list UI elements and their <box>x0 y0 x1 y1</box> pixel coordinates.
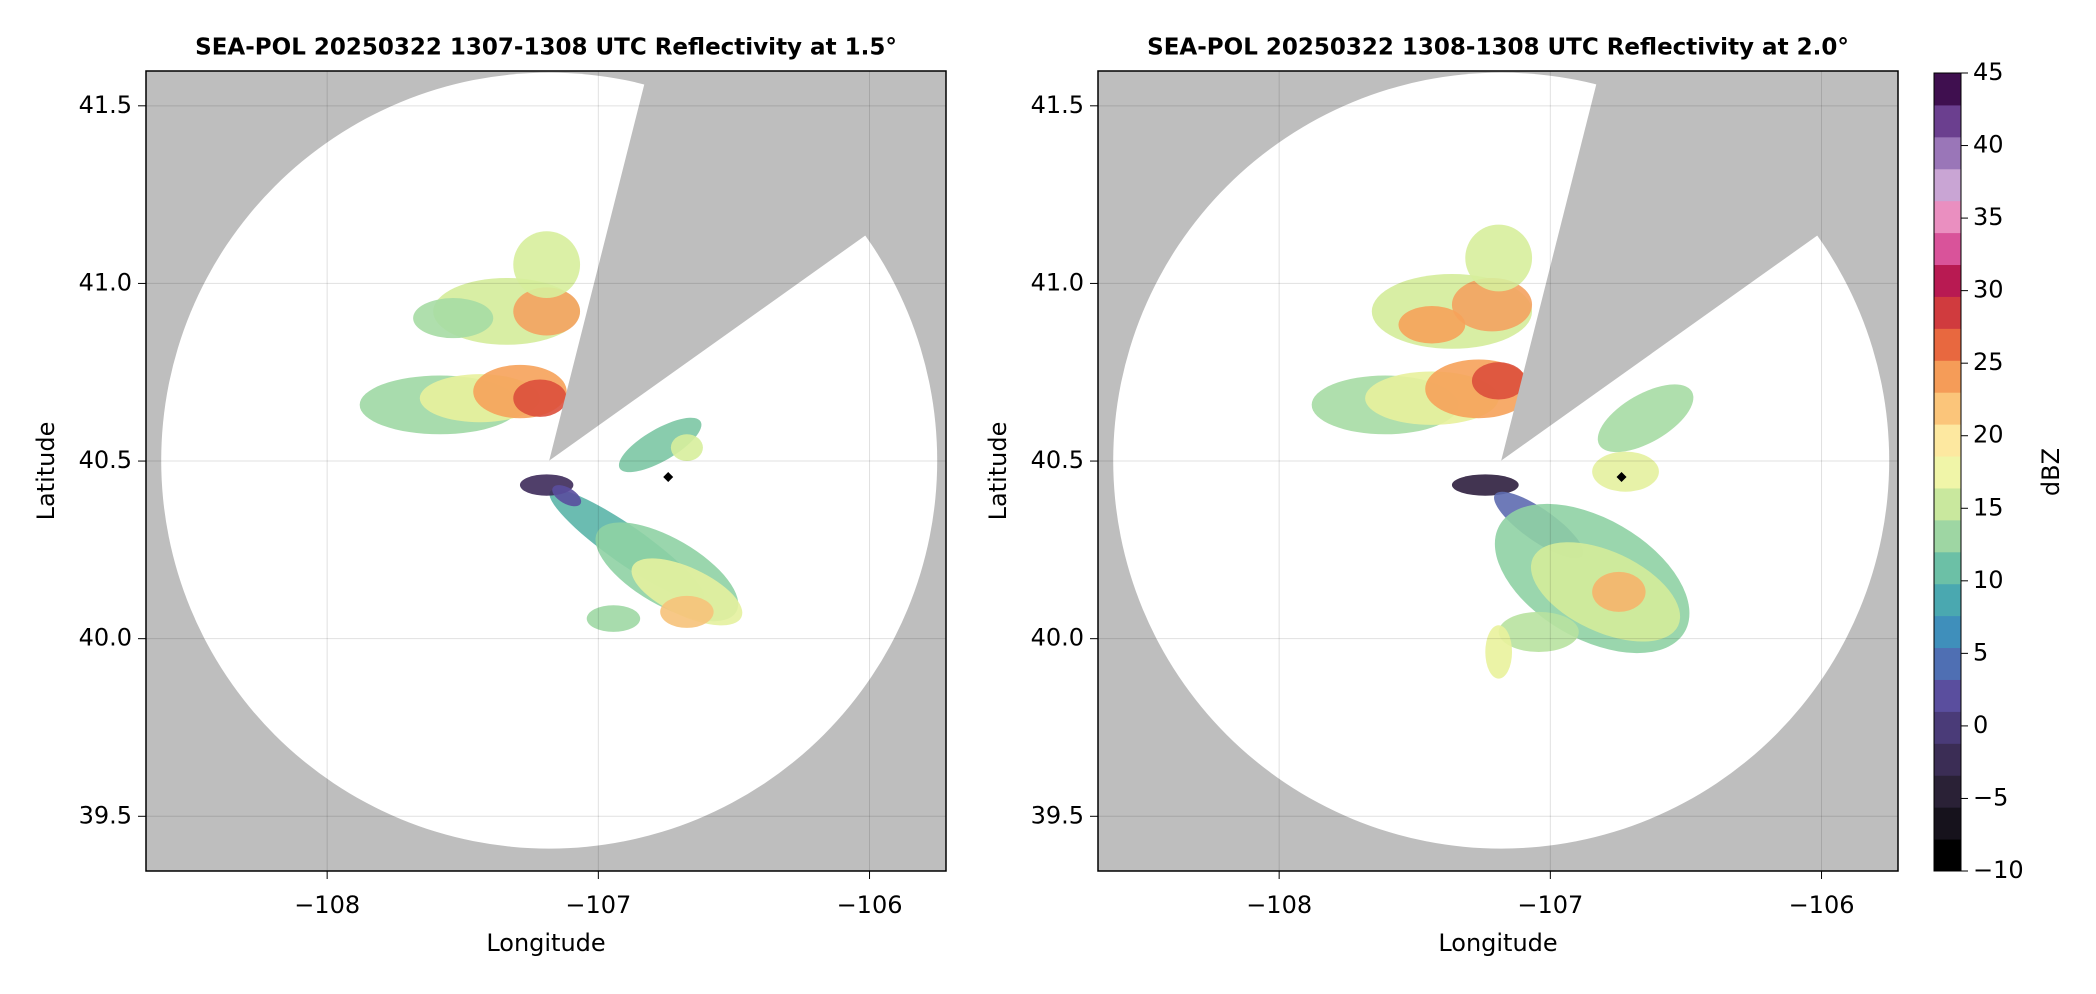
x-tick-label: −106 <box>837 891 903 919</box>
x-tick-label: −108 <box>294 891 360 919</box>
y-tick-label: 41.5 <box>1031 91 1084 119</box>
plot-area <box>146 71 946 871</box>
echo <box>413 298 494 339</box>
y-tick-label: 39.5 <box>1031 801 1084 829</box>
blocked-sector <box>1501 71 1898 461</box>
y-axis-label: Latitude <box>984 422 1012 521</box>
x-tick-label: −108 <box>1246 891 1312 919</box>
echo <box>1451 474 1519 496</box>
echo <box>1498 611 1579 652</box>
colorbar-frame <box>1933 72 1962 872</box>
site-marker <box>1616 472 1627 483</box>
x-tick-label: −107 <box>1517 891 1583 919</box>
echo <box>513 379 567 417</box>
colorbar-step <box>1934 839 1961 872</box>
colorbar-step <box>1934 360 1961 393</box>
colorbar-tick-label: 15 <box>1973 493 2004 521</box>
colorbar-step <box>1934 647 1961 680</box>
y-tick-label: 41.0 <box>1031 268 1084 296</box>
colorbar-step <box>1934 679 1961 712</box>
y-tick-label: 41.5 <box>79 91 132 119</box>
colorbar-step <box>1934 424 1961 457</box>
x-axis-label: Longitude <box>486 929 605 957</box>
colorbar-tick-label: 45 <box>1973 58 2004 86</box>
colorbar-step <box>1934 328 1961 361</box>
colorbar-step <box>1934 200 1961 234</box>
x-tick-label: −107 <box>565 891 631 919</box>
colorbar-step <box>1934 456 1961 489</box>
colorbar-tick-label: 30 <box>1973 276 2004 304</box>
echo <box>1592 571 1646 612</box>
y-tick-label: 39.5 <box>79 801 132 829</box>
colorbar-step <box>1934 487 1961 521</box>
colorbar-label: dBZ <box>2037 448 2065 496</box>
colorbar-step <box>1934 392 1961 425</box>
colorbar-step <box>1934 168 1961 202</box>
colorbar-tick-label: 0 <box>1973 711 1988 739</box>
colorbar-step <box>1934 743 1961 776</box>
echo <box>631 558 743 626</box>
y-tick-label: 40.5 <box>1031 446 1084 474</box>
colorbar-step <box>1934 232 1961 266</box>
y-tick-label: 40.0 <box>79 624 132 652</box>
chart-title: SEA-POL 20250322 1308-1308 UTC Reflectiv… <box>1147 35 1849 61</box>
axes-frame <box>1097 70 1899 872</box>
axes-frame <box>145 70 947 872</box>
echo <box>1592 451 1659 492</box>
echo <box>1451 278 1533 332</box>
blocked-sector <box>549 71 946 461</box>
site-marker <box>663 472 674 483</box>
echo <box>1398 306 1466 344</box>
echo <box>660 595 714 628</box>
colorbar-tick-label: 5 <box>1973 638 1988 666</box>
echo <box>1465 224 1533 292</box>
colorbar-step <box>1934 583 1961 617</box>
echo <box>1471 362 1526 400</box>
echo <box>1597 384 1694 453</box>
colorbar-tick-label: 35 <box>1973 203 2004 231</box>
colorbar-step <box>1934 519 1961 553</box>
colorbar-step <box>1934 775 1961 808</box>
colorbar-step <box>1934 73 1961 106</box>
colorbar-step <box>1934 264 1961 297</box>
colorbar-step <box>1934 296 1961 329</box>
y-axis-label: Latitude <box>32 422 60 521</box>
colorbar-tick-label: 10 <box>1973 566 2004 594</box>
chart-title: SEA-POL 20250322 1307-1308 UTC Reflectiv… <box>195 35 897 61</box>
colorbar-step <box>1934 136 1961 170</box>
y-tick-label: 40.0 <box>1031 624 1084 652</box>
colorbar-step <box>1934 615 1961 649</box>
x-tick-label: −106 <box>1789 891 1855 919</box>
colorbar-tick-label: −5 <box>1973 783 2008 811</box>
colorbar-tick-label: 20 <box>1973 421 2004 449</box>
y-tick-label: 41.0 <box>79 268 132 296</box>
plot-area <box>1098 71 1898 871</box>
echo <box>552 485 582 507</box>
colorbar-step <box>1934 551 1961 585</box>
x-axis-label: Longitude <box>1438 929 1557 957</box>
echo <box>1485 625 1513 679</box>
echo <box>586 605 641 632</box>
colorbar-tick-label: 40 <box>1973 131 2004 159</box>
colorbar-step <box>1934 104 1961 138</box>
colorbar-step <box>1934 711 1961 744</box>
colorbar-step <box>1934 807 1961 840</box>
echo <box>513 231 581 299</box>
colorbar-tick-label: −10 <box>1973 856 2024 884</box>
echo <box>670 434 703 461</box>
echo <box>513 287 581 336</box>
colorbar-tick-label: 25 <box>1973 348 2004 376</box>
echo <box>618 417 702 473</box>
y-tick-label: 40.5 <box>79 446 132 474</box>
